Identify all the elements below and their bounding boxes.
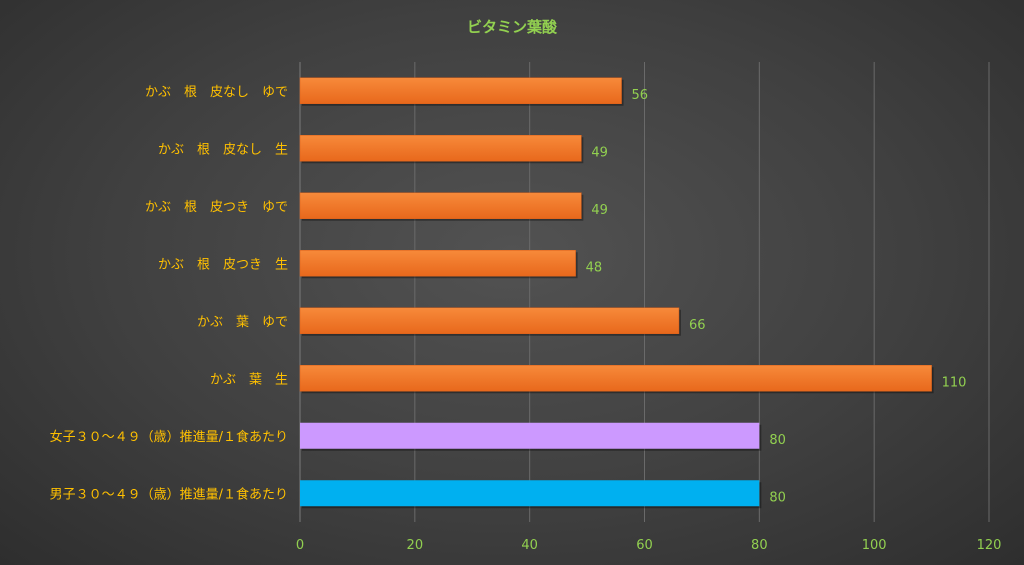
data-label: 80 — [769, 433, 786, 448]
bar — [299, 250, 576, 277]
data-label: 49 — [591, 203, 608, 218]
x-tick-label: 40 — [521, 538, 538, 553]
category-label: かぶ 根 皮つき 生 — [158, 257, 288, 272]
category-label: 女子３０～４９（歳）推進量/１食あたり — [50, 429, 288, 445]
x-tick-label: 100 — [862, 538, 887, 553]
x-tick-label: 80 — [751, 538, 768, 553]
category-label: かぶ 根 皮なし ゆで — [145, 85, 288, 100]
category-label: かぶ 葉 生 — [210, 372, 288, 387]
data-label: 66 — [689, 318, 706, 333]
x-tick-label: 0 — [296, 538, 304, 553]
data-label: 48 — [586, 260, 603, 275]
category-label: かぶ 根 皮つき ゆで — [145, 200, 288, 215]
bar — [299, 307, 680, 334]
bar — [300, 480, 760, 507]
data-label: 56 — [632, 88, 649, 103]
bar — [300, 422, 760, 449]
data-label: 49 — [591, 145, 608, 160]
bar — [299, 192, 582, 219]
x-tick-label: 20 — [407, 538, 424, 553]
gridlines — [299, 62, 990, 522]
category-label: かぶ 根 皮なし 生 — [158, 142, 288, 157]
bars — [299, 77, 934, 509]
bar — [299, 135, 582, 162]
category-label: 男子３０～４９（歳）推進量/１食あたり — [50, 486, 288, 502]
data-label: 80 — [769, 490, 786, 505]
category-label: かぶ 葉 ゆで — [197, 315, 288, 330]
chart-title: ビタミン葉酸 — [467, 18, 558, 36]
bar — [299, 365, 932, 392]
bar — [299, 77, 622, 104]
x-axis-ticks: 0 20 40 60 80 100 120 — [296, 538, 1002, 553]
data-label: 110 — [942, 375, 967, 390]
x-tick-label: 60 — [636, 538, 653, 553]
x-tick-label: 120 — [977, 538, 1002, 553]
data-labels: 56 49 49 48 66 110 80 80 — [586, 88, 967, 506]
